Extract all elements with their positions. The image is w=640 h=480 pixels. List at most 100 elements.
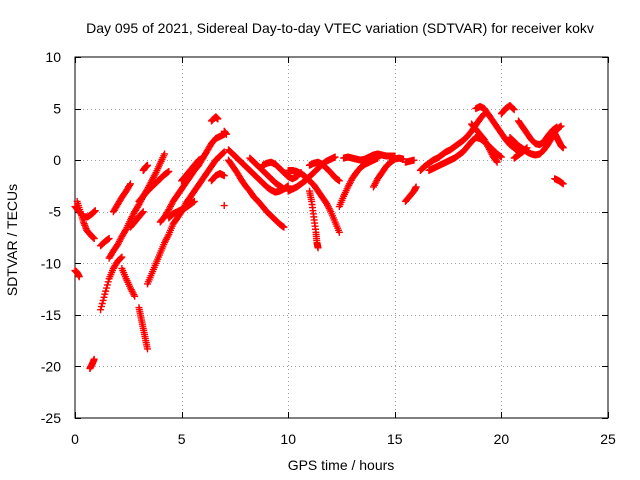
x-tick-label: 20 — [494, 431, 510, 447]
series-arc-32 — [369, 154, 407, 191]
y-tick-labels: 10 5 0 -5 -10 -15 -20 -25 — [41, 49, 61, 426]
data-point — [90, 235, 98, 243]
x-tick-labels: 0 5 10 15 20 25 — [71, 431, 616, 447]
data-point — [126, 181, 134, 189]
data-point — [161, 150, 169, 158]
data-point — [91, 207, 99, 215]
data-point — [497, 153, 505, 161]
data-point — [523, 144, 531, 152]
data-point — [335, 228, 343, 236]
data-point — [103, 284, 111, 292]
series-arc-28 — [306, 187, 322, 252]
data-point — [165, 167, 173, 175]
series-arc-18 — [207, 113, 222, 125]
data-point — [190, 197, 198, 205]
series-arc-8 — [109, 180, 134, 216]
series-arc-16 — [165, 197, 198, 222]
series-arc-43 — [551, 129, 567, 152]
data-point — [139, 208, 147, 216]
data-point — [410, 156, 418, 164]
series-arc-24 — [246, 154, 288, 193]
data-point — [97, 303, 105, 311]
series-arc-27 — [284, 166, 343, 236]
data-point — [143, 161, 151, 169]
y-tick-label: 0 — [53, 152, 61, 168]
series-arc-31 — [340, 150, 399, 164]
grid — [75, 57, 608, 418]
series-arc-6 — [97, 235, 113, 250]
series-arc-4 — [86, 355, 98, 372]
data-point — [222, 130, 230, 138]
data-point — [522, 145, 530, 153]
data-point — [553, 123, 561, 131]
data-point — [219, 149, 227, 157]
data-point — [126, 180, 134, 188]
series-arc-21 — [207, 170, 228, 185]
x-tick-label: 10 — [280, 431, 296, 447]
series-arc-39 — [497, 101, 518, 118]
series-arc-22 — [225, 156, 288, 231]
x-axis-label: GPS time / hours — [288, 457, 395, 473]
series-arc-13 — [126, 208, 147, 231]
data-point — [492, 157, 500, 165]
chart-title: Day 095 of 2021, Sidereal Day-to-day VTE… — [86, 20, 594, 36]
data-point — [117, 254, 125, 262]
data-point — [131, 292, 139, 300]
series-arc-5 — [97, 253, 126, 314]
x-tick-label: 15 — [387, 431, 403, 447]
data-point — [331, 153, 339, 161]
series-arc-14 — [139, 161, 151, 174]
y-tick-label: -25 — [41, 410, 61, 426]
x-tick-label: 0 — [71, 431, 79, 447]
series-arc-38 — [468, 120, 501, 166]
y-tick-label: -5 — [49, 204, 62, 220]
series-arc-10 — [135, 304, 151, 353]
series-arc-44 — [551, 175, 567, 188]
data-point — [143, 345, 151, 353]
series-arc-25 — [259, 158, 305, 183]
series-arc-20 — [220, 202, 228, 210]
series-arc-12 — [135, 167, 173, 205]
data-point — [335, 177, 343, 185]
x-tick-label: 5 — [178, 431, 186, 447]
data-series — [71, 101, 567, 372]
series-arc-2 — [71, 267, 83, 281]
x-tick-label: 25 — [600, 431, 616, 447]
series-arc-35 — [416, 110, 488, 174]
plot-frame — [74, 56, 609, 419]
data-point — [220, 202, 228, 210]
data-point — [214, 115, 222, 123]
data-point — [280, 223, 288, 231]
series-arc-9 — [118, 264, 139, 300]
y-tick-label: -15 — [41, 307, 61, 323]
data-point — [90, 355, 98, 363]
data-point — [105, 235, 113, 243]
data-point — [220, 172, 228, 180]
y-tick-label: 10 — [45, 49, 61, 65]
data-point — [510, 106, 518, 114]
series-arc-34 — [401, 183, 420, 205]
data-point — [104, 278, 112, 286]
data-point — [493, 158, 501, 166]
series-arc-23 — [225, 146, 292, 196]
data-point — [102, 287, 110, 295]
y-tick-label: 5 — [53, 101, 61, 117]
series-arc-42 — [510, 144, 531, 162]
axis-ticks — [75, 57, 609, 419]
data-point — [99, 296, 107, 304]
series-arc-3 — [73, 197, 98, 243]
data-point — [101, 290, 109, 298]
data-point — [98, 300, 106, 308]
series-arc-33 — [401, 156, 418, 166]
data-point — [559, 144, 567, 152]
data-point — [138, 209, 146, 217]
series-arc-29 — [306, 158, 343, 185]
data-point — [97, 306, 105, 314]
series-arc-17 — [178, 154, 207, 185]
y-tick-label: -20 — [41, 358, 61, 374]
data-point — [118, 253, 126, 261]
y-axis-label: SDTVAR / TECUs — [4, 184, 20, 296]
series-arc-19 — [220, 127, 230, 138]
data-point — [75, 273, 83, 281]
